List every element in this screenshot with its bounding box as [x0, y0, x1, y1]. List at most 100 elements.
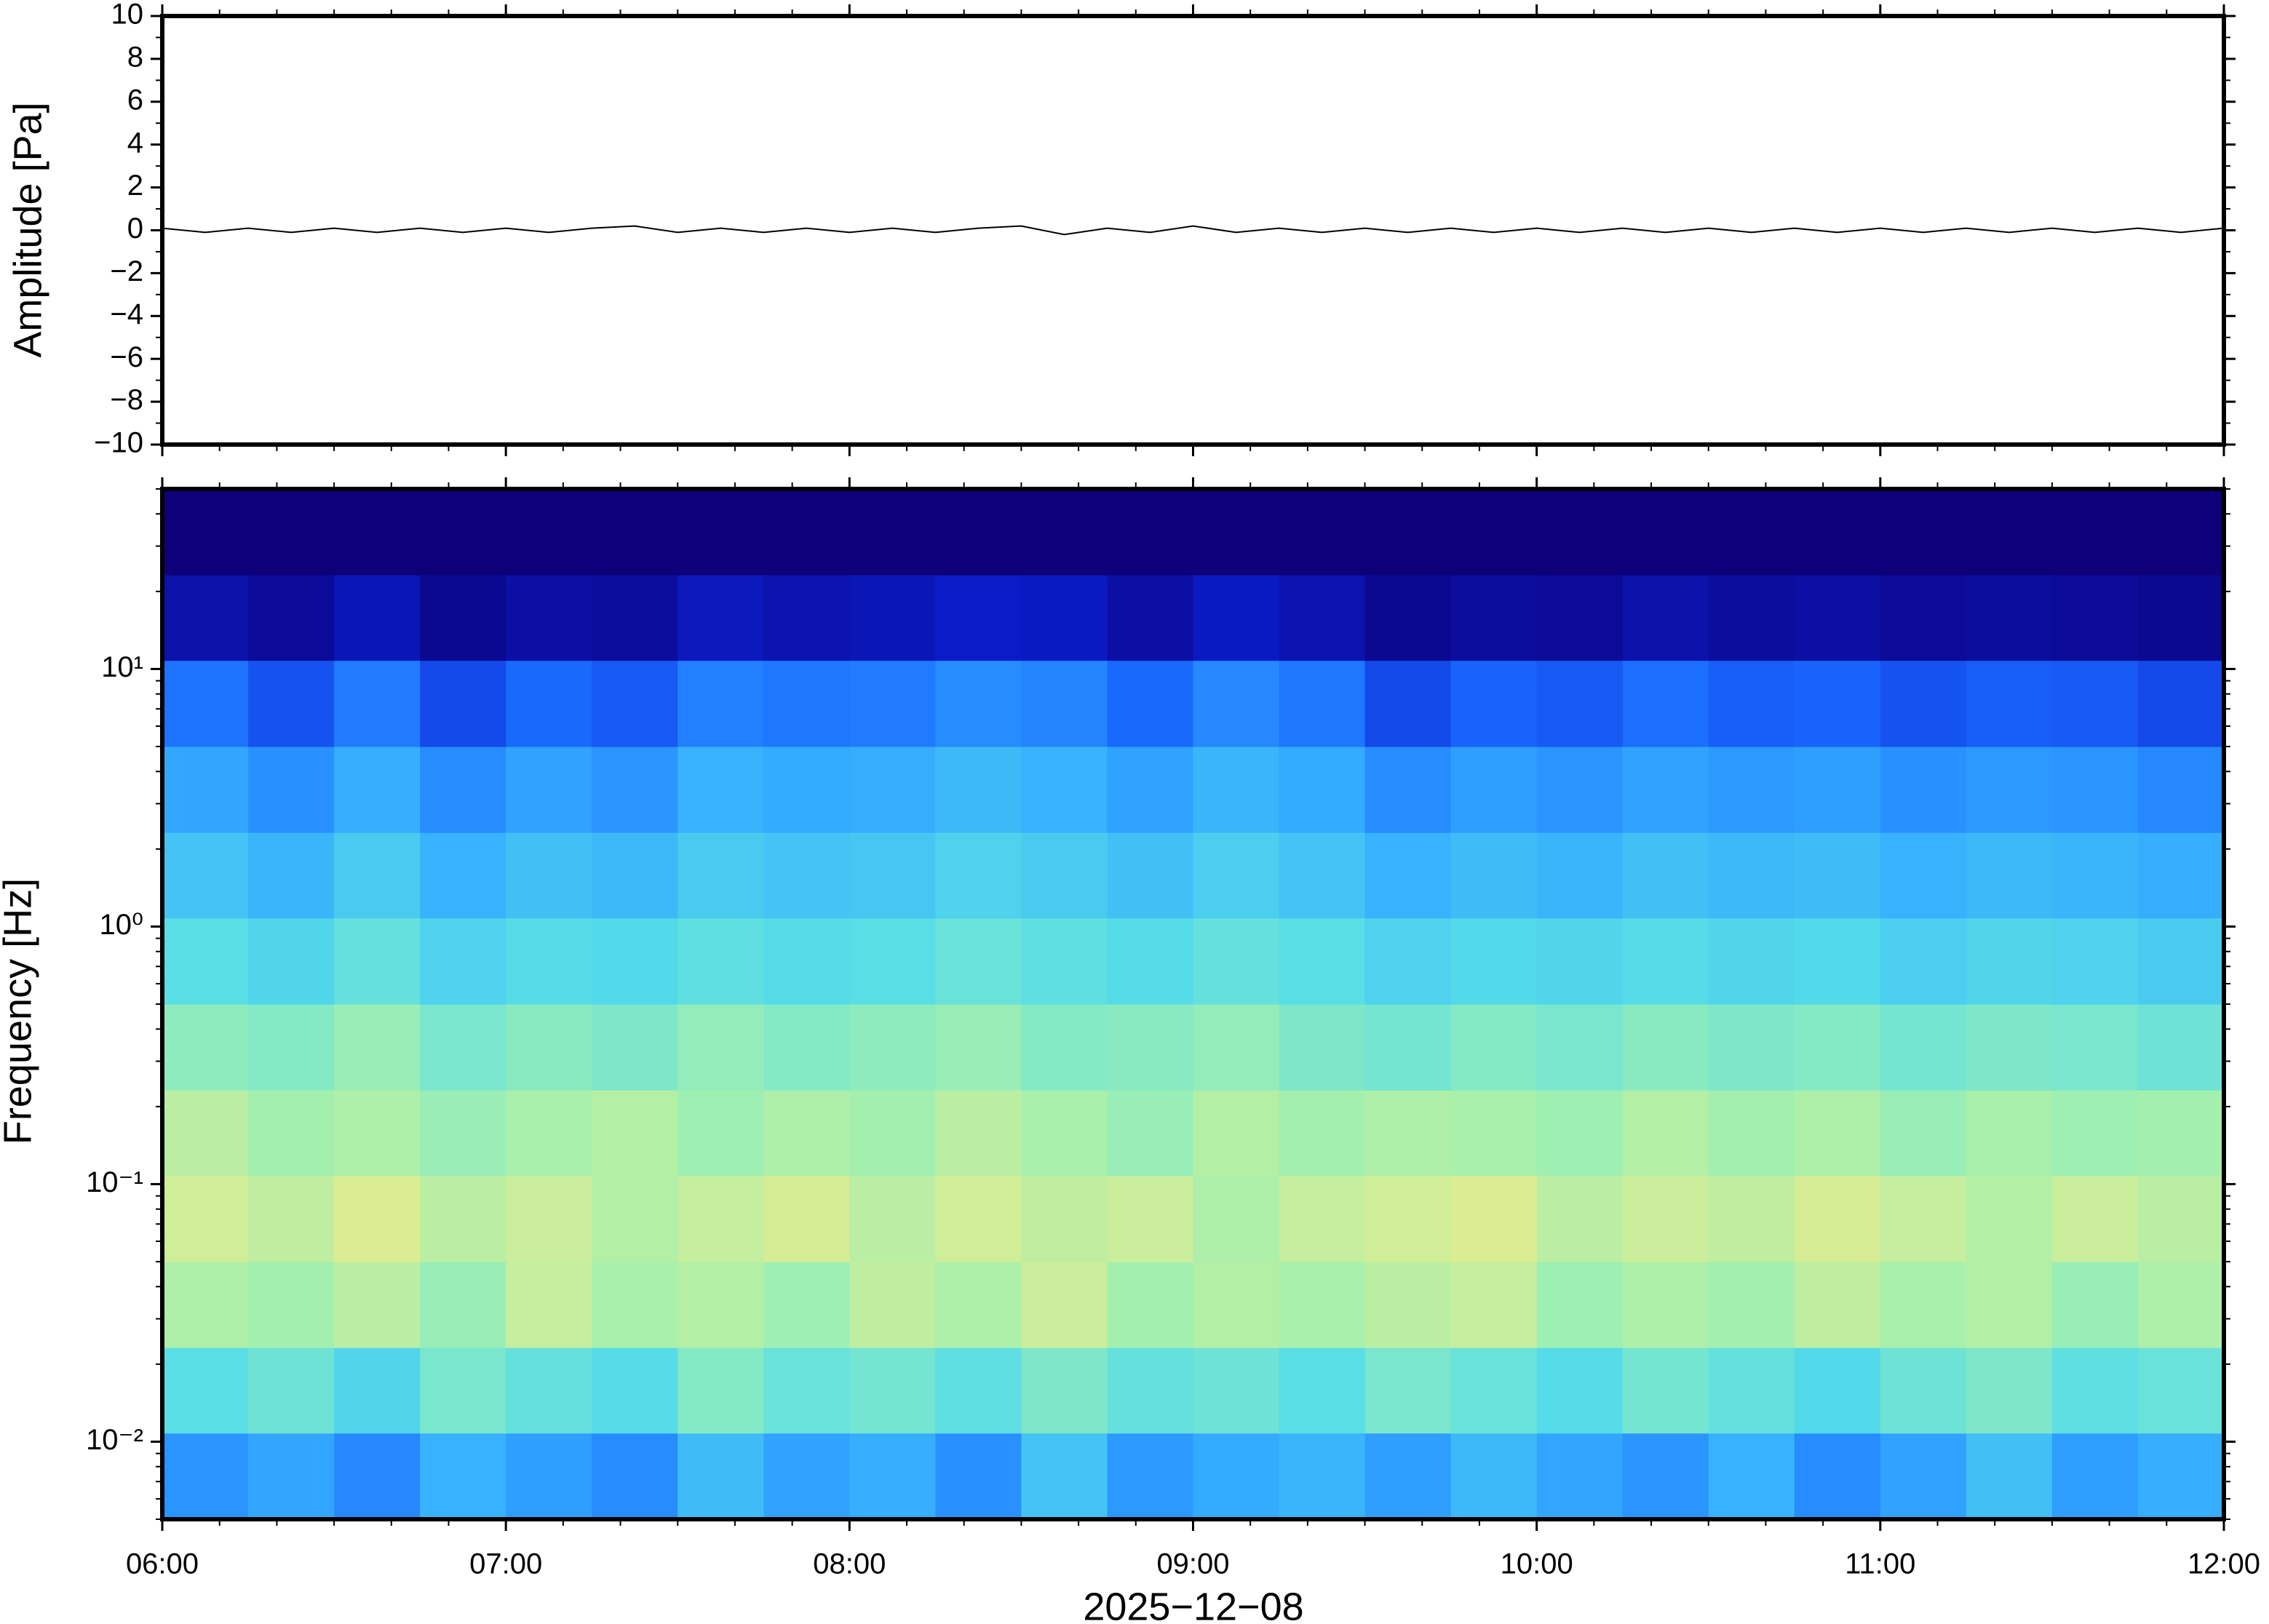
- spectrogram-cell: [1279, 660, 1366, 747]
- y-axis-title: Frequency [Hz]: [0, 878, 39, 1145]
- y-tick-label: −4: [110, 298, 143, 330]
- spectrogram-cell: [1107, 1175, 1194, 1262]
- y-tick-label: 10⁰: [99, 909, 143, 941]
- spectrogram-cell: [1021, 1090, 1108, 1177]
- spectrogram-cell: [849, 747, 936, 833]
- spectrogram-cell: [2051, 918, 2139, 1005]
- spectrogram-cell: [248, 1433, 335, 1520]
- spectrogram-cell: [1364, 575, 1452, 661]
- spectrogram-cell: [1794, 832, 1881, 919]
- spectrogram-cell: [849, 1348, 936, 1434]
- spectrogram-cell: [1193, 918, 1280, 1005]
- spectrogram-cell: [1708, 1175, 1795, 1262]
- spectrogram-cell: [935, 1090, 1022, 1177]
- spectrogram-cell: [849, 660, 936, 747]
- spectrogram-cell: [334, 575, 421, 661]
- spectrogram-cell: [1107, 575, 1194, 661]
- spectrogram-cell: [334, 832, 421, 919]
- spectrogram-cell: [162, 747, 249, 833]
- spectrogram-cell: [1107, 489, 1194, 576]
- spectrogram-cell: [162, 918, 249, 1005]
- spectrogram-cell: [1708, 1348, 1795, 1434]
- spectrogram-cell: [334, 660, 421, 747]
- spectrogram-cell: [1536, 747, 1624, 833]
- spectrogram-cell: [1880, 660, 1967, 747]
- spectrogram-cell: [1966, 747, 2053, 833]
- spectrogram-cell: [1021, 660, 1108, 747]
- y-tick-label: −8: [110, 384, 143, 416]
- spectrogram-cell: [2137, 575, 2225, 661]
- spectrogram-cell: [334, 1433, 421, 1520]
- spectrogram-cell: [849, 575, 936, 661]
- spectrogram-cell: [1279, 1348, 1366, 1434]
- spectrogram-cell: [162, 1090, 249, 1177]
- spectrogram-cell: [1279, 489, 1366, 576]
- spectrogram-cell: [506, 660, 592, 747]
- spectrogram-cell: [1450, 1175, 1538, 1262]
- spectrogram-cell: [1622, 1175, 1709, 1262]
- spectrogram-cell: [420, 832, 506, 919]
- spectrogram-cell: [1622, 1348, 1709, 1434]
- spectrogram-cell: [1708, 832, 1795, 919]
- spectrogram-cell: [935, 832, 1022, 919]
- spectrogram-cell: [592, 489, 678, 576]
- spectrogram-cell: [1622, 918, 1709, 1005]
- spectrogram-cell: [334, 1090, 421, 1177]
- spectrogram-cell: [592, 1262, 678, 1348]
- spectrogram-cell: [677, 1004, 764, 1091]
- spectrogram-cell: [1364, 1175, 1452, 1262]
- spectrogram-cell: [420, 1004, 506, 1091]
- spectrogram-cell: [763, 1433, 850, 1520]
- spectrogram-cell: [1450, 1262, 1538, 1348]
- spectrogram-cell: [162, 489, 249, 576]
- spectrogram-cell: [1107, 832, 1194, 919]
- spectrogram-cell: [935, 575, 1022, 661]
- spectrogram-cell: [334, 1348, 421, 1434]
- spectrogram-cell: [2051, 1262, 2139, 1348]
- spectrogram-cell: [1794, 747, 1881, 833]
- spectrogram-cell: [1794, 1348, 1881, 1434]
- spectrogram-cell: [420, 1175, 506, 1262]
- spectrogram-cell: [1794, 575, 1881, 661]
- spectrogram-cell: [248, 1090, 335, 1177]
- spectrogram-cell: [1622, 832, 1709, 919]
- y-tick-label: 10: [111, 0, 144, 31]
- spectrogram-cell: [420, 747, 506, 833]
- spectrogram-cell: [935, 1348, 1022, 1434]
- spectrogram-cell: [2051, 1348, 2139, 1434]
- spectrogram-cell: [248, 660, 335, 747]
- spectrogram-cell: [248, 1262, 335, 1348]
- spectrogram-cell: [1193, 1175, 1280, 1262]
- x-tick-label: 10:00: [1501, 1548, 1573, 1580]
- spectrogram-cell: [1536, 1348, 1624, 1434]
- spectrogram-cell: [677, 832, 764, 919]
- spectrogram-cell: [248, 918, 335, 1005]
- spectrogram-cell: [1279, 1004, 1366, 1091]
- spectrogram-cell: [1450, 575, 1538, 661]
- spectrogram-cell: [1021, 1004, 1108, 1091]
- spectrogram-cell: [1364, 1004, 1452, 1091]
- spectrogram-cell: [1536, 1090, 1624, 1177]
- x-axis-title: 2025−12−08: [1083, 1585, 1303, 1624]
- spectrogram-cell: [592, 660, 678, 747]
- spectrogram-cell: [935, 747, 1022, 833]
- spectrogram-cell: [592, 918, 678, 1005]
- spectrogram-cell: [1622, 1262, 1709, 1348]
- spectrogram-cell: [2137, 832, 2225, 919]
- spectrogram-cell: [1450, 747, 1538, 833]
- spectrogram-cell: [2137, 489, 2225, 576]
- spectrogram-cell: [763, 1348, 850, 1434]
- spectrogram-cell: [2051, 1433, 2139, 1520]
- spectrogram-cell: [677, 1262, 764, 1348]
- spectrogram-cell: [849, 918, 936, 1005]
- spectrogram-cell: [677, 747, 764, 833]
- spectrogram-cell: [506, 1175, 592, 1262]
- waveform: [162, 225, 2225, 236]
- spectrogram-cell: [1622, 1004, 1709, 1091]
- spectrogram-cell: [1880, 1262, 1967, 1348]
- spectrogram-cell: [1708, 918, 1795, 1005]
- spectrogram-cell: [677, 1348, 764, 1434]
- spectrogram-cell: [677, 1433, 764, 1520]
- spectrogram-cell: [1193, 489, 1280, 576]
